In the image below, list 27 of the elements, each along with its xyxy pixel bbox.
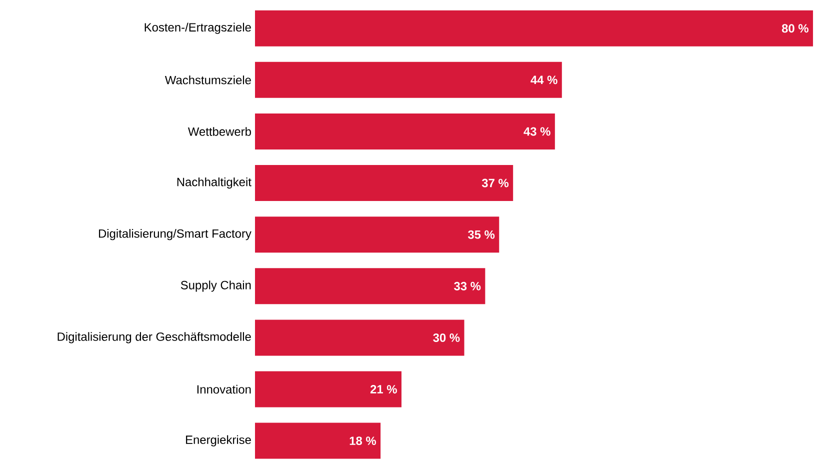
bar: [255, 422, 381, 459]
y-tick-label: Innovation: [197, 384, 251, 394]
bar: [255, 216, 500, 253]
bar: [255, 320, 464, 356]
bar: [255, 113, 555, 150]
data-label: 43 %: [524, 127, 550, 136]
y-tick-label: Digitalisierung/Smart Factory: [98, 229, 252, 240]
y-tick-label: Nachhaltigkeit: [177, 177, 252, 189]
y-tick-label: Supply Chain: [180, 280, 251, 292]
bar: [255, 10, 813, 46]
data-label: 80 %: [782, 24, 808, 33]
data-label: 30 %: [433, 333, 460, 342]
y-tick-label: Wachstumsziele: [164, 76, 251, 84]
data-label: 44 %: [530, 76, 558, 84]
y-tick-label: Kosten-/Ertragsziele: [144, 22, 251, 34]
bar: [255, 62, 562, 98]
data-label: 21 %: [370, 385, 397, 394]
bar: [255, 165, 514, 202]
y-tick-label: Wettbewerb: [188, 127, 251, 136]
bar: [255, 371, 402, 408]
bar: [255, 268, 486, 304]
y-tick-label: Energiekrise: [186, 435, 251, 446]
data-label: 37 %: [482, 178, 509, 188]
data-label: 35 %: [468, 230, 495, 239]
data-label: 33 %: [454, 282, 481, 290]
y-tick-label: Digitalisierung der Geschäftsmodelle: [58, 332, 251, 344]
data-label: 18 %: [350, 436, 376, 446]
